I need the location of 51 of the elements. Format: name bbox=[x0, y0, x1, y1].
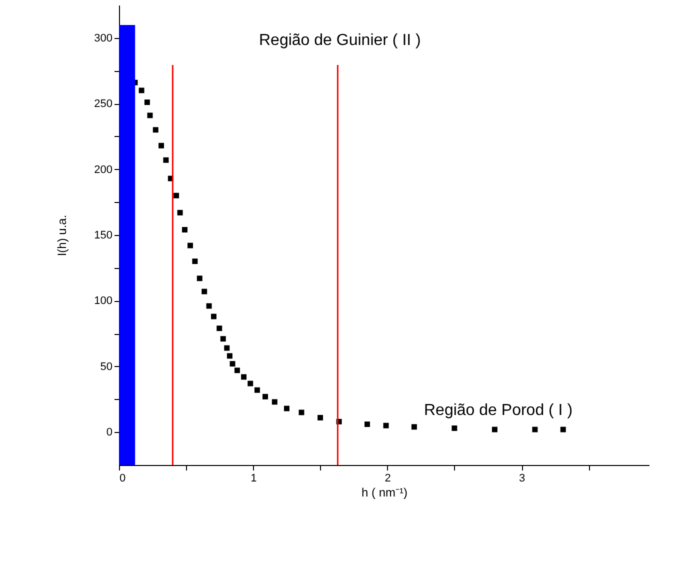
point bbox=[284, 406, 290, 412]
y-tick-label: 50 bbox=[100, 360, 112, 373]
point bbox=[210, 314, 216, 320]
y-tick-label: 250 bbox=[94, 98, 112, 110]
point bbox=[152, 127, 158, 133]
point bbox=[188, 242, 193, 248]
point bbox=[254, 387, 260, 393]
point bbox=[182, 227, 188, 232]
x-axis-title: h ( nm⁻¹) bbox=[362, 486, 408, 500]
point bbox=[241, 374, 247, 380]
point bbox=[177, 210, 183, 216]
x-tick-label: 3 bbox=[518, 472, 526, 484]
y-axis-title: I(h) u.a. bbox=[55, 214, 70, 256]
point bbox=[272, 399, 278, 405]
point bbox=[364, 422, 370, 427]
point bbox=[452, 425, 458, 431]
point bbox=[202, 288, 208, 294]
point bbox=[230, 361, 236, 367]
annotation: Região de Guinier ( II ) bbox=[259, 32, 421, 49]
y-tick-label: 200 bbox=[94, 164, 112, 176]
point bbox=[226, 353, 232, 359]
point bbox=[174, 192, 180, 198]
x-tick-label: 2 bbox=[384, 472, 391, 484]
y-tick-label: 300 bbox=[94, 32, 112, 44]
point bbox=[147, 112, 153, 118]
point bbox=[262, 394, 268, 400]
y-tick-label: 0 bbox=[106, 426, 112, 439]
point bbox=[248, 380, 254, 386]
y-tick-label: 150 bbox=[94, 230, 112, 242]
point bbox=[560, 426, 566, 432]
point bbox=[216, 326, 222, 332]
point bbox=[298, 410, 304, 416]
point bbox=[224, 345, 230, 351]
point bbox=[138, 88, 144, 94]
point bbox=[318, 414, 324, 420]
point bbox=[234, 368, 240, 374]
point bbox=[163, 157, 169, 163]
point bbox=[383, 422, 389, 428]
point bbox=[220, 336, 226, 342]
point bbox=[532, 426, 538, 432]
annotation: Região de Porod ( I ) bbox=[424, 402, 573, 419]
point bbox=[158, 142, 164, 148]
point bbox=[492, 426, 498, 432]
y-tick-label: 100 bbox=[94, 295, 112, 308]
point bbox=[196, 276, 202, 282]
x-tick-label: 1 bbox=[250, 472, 257, 484]
point bbox=[206, 303, 212, 309]
point bbox=[144, 100, 150, 105]
point bbox=[411, 424, 417, 430]
x-tick-label: 0 bbox=[120, 472, 126, 484]
point bbox=[192, 258, 198, 264]
